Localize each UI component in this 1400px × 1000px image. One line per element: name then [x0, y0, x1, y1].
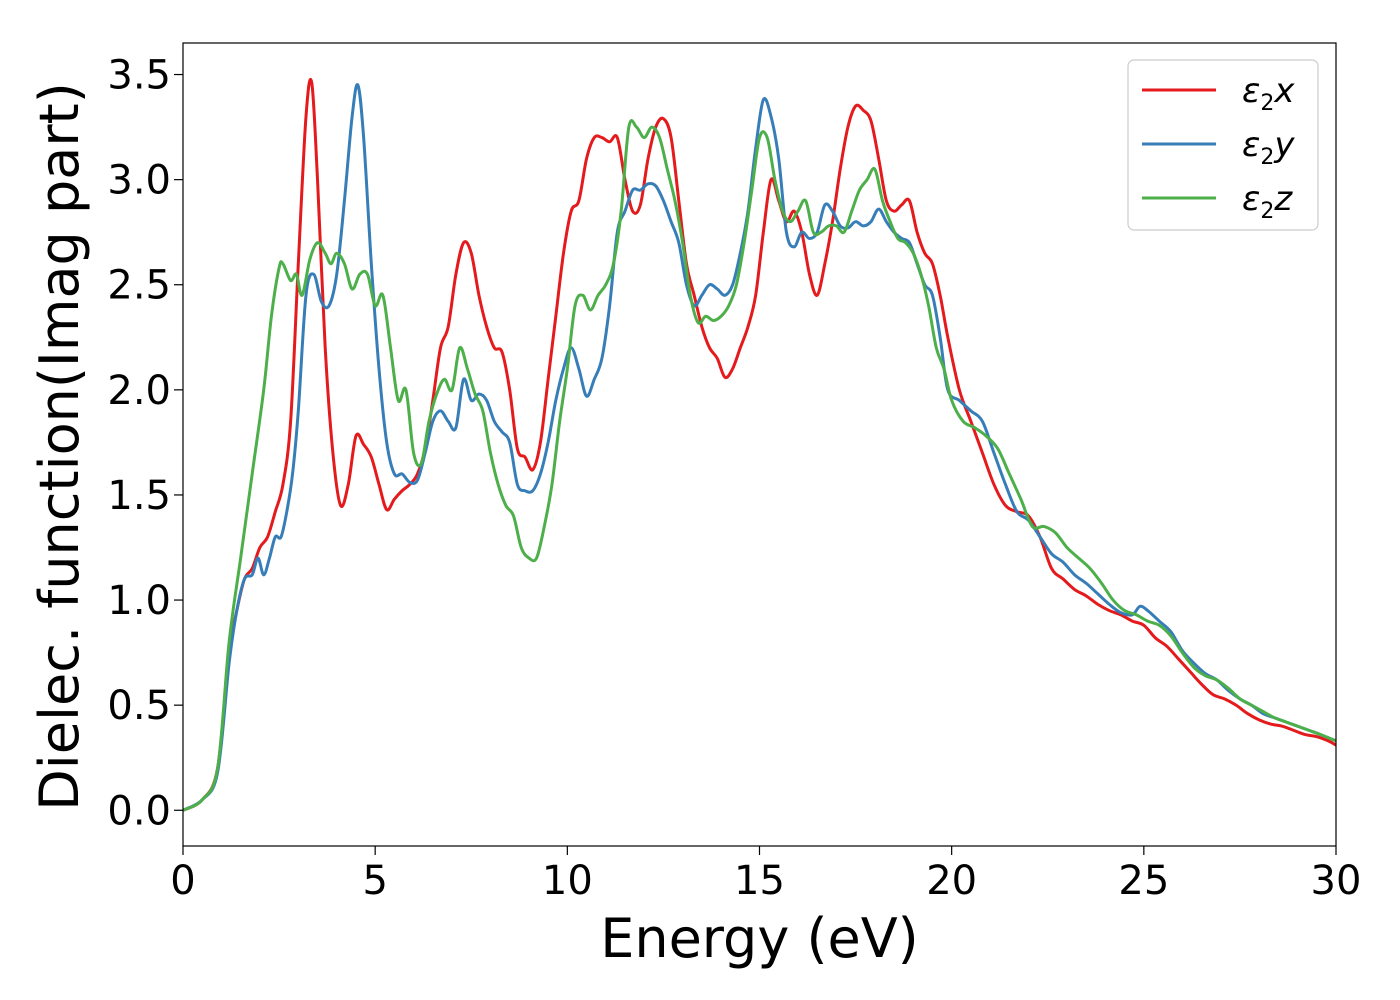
plot-lines — [183, 78, 1336, 812]
x-axis-ticks: 0 5 10 15 20 25 30 — [170, 846, 1361, 904]
y-tick-label: 1.0 — [107, 578, 171, 624]
legend: ε2x ε2y ε2z — [1127, 59, 1319, 231]
legend-label: ε2x — [1242, 71, 1295, 116]
x-tick-label: 25 — [1118, 858, 1169, 904]
y-tick-label: 3.5 — [107, 53, 171, 99]
y-tick-label: 2.5 — [107, 263, 171, 309]
x-tick-label: 30 — [1311, 858, 1362, 904]
y-axis-title: Dielec. function(Imag part) — [28, 82, 91, 811]
y-tick-label: 0.5 — [107, 683, 171, 729]
legend-item-x: ε2x — [1142, 71, 1295, 116]
x-tick-label: 15 — [734, 858, 785, 904]
y-tick-label: 0.0 — [107, 788, 171, 834]
y-tick-label: 3.0 — [107, 158, 171, 204]
legend-label: ε2y — [1242, 125, 1295, 170]
legend-box — [1127, 59, 1319, 231]
legend-label: ε2z — [1242, 179, 1293, 224]
legend-item-z: ε2z — [1142, 179, 1293, 224]
series-line-z — [183, 118, 1336, 812]
x-tick-label: 5 — [362, 858, 387, 904]
y-axis-ticks: 0.0 0.5 1.0 1.5 2.0 2.5 3.0 3.5 — [107, 53, 183, 834]
x-tick-label: 0 — [170, 858, 195, 904]
y-tick-label: 2.0 — [107, 368, 171, 414]
x-tick-label: 20 — [926, 858, 977, 904]
y-tick-label: 1.5 — [107, 473, 171, 519]
x-axis-title: Energy (eV) — [600, 907, 919, 970]
x-tick-label: 10 — [542, 858, 593, 904]
legend-item-y: ε2y — [1142, 125, 1295, 170]
